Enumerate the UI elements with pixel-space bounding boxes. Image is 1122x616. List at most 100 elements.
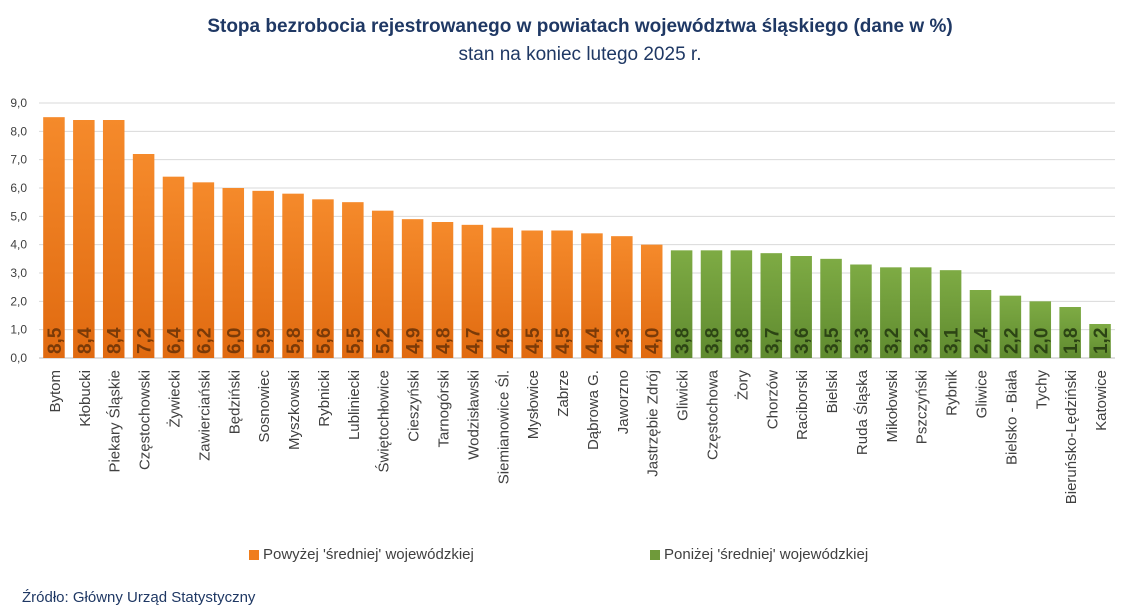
bar: [102, 120, 125, 358]
bar: [162, 176, 185, 358]
x-tick-label: Świętochłowice: [375, 370, 393, 473]
x-tick-label: Częstochowski: [137, 370, 154, 470]
data-label: 5,5: [344, 327, 365, 354]
data-label: 4,0: [643, 328, 664, 354]
bar: [611, 236, 633, 358]
bar: [1029, 301, 1052, 358]
data-label: 4,5: [523, 327, 544, 354]
x-tick-label: Mikołowski: [884, 370, 901, 443]
data-label: 7,2: [135, 328, 156, 354]
legend-item-above: Powyżej 'średniej' wojewódzkiej: [249, 546, 474, 563]
x-tick-label: Zabrze: [555, 370, 572, 417]
x-tick-label: Ruda Śląska: [853, 369, 871, 455]
x-tick-label: Bielsko - Biała: [1003, 369, 1020, 465]
data-label: 5,8: [284, 328, 305, 354]
data-label: 4,3: [613, 328, 634, 354]
data-label: 4,9: [404, 328, 425, 354]
data-label: 3,8: [732, 328, 753, 354]
x-tick-label: Dąbrowa G.: [585, 370, 602, 450]
x-tick-label: Piekary Śląskie: [106, 370, 124, 473]
bar: [880, 267, 902, 358]
bar: [700, 250, 723, 358]
bar: [760, 253, 783, 358]
bar: [670, 250, 693, 358]
x-tick-label: Żywiecki: [166, 370, 184, 428]
bar: [491, 227, 514, 358]
legend-label-above: Powyżej 'średniej' wojewódzkiej: [263, 546, 474, 563]
data-label: 1,2: [1091, 328, 1112, 354]
bar: [939, 270, 962, 358]
bar: [790, 256, 812, 358]
x-tick-label: Wodzisławski: [465, 370, 482, 460]
legend-item-below: Poniżej 'średniej' wojewódzkiej: [650, 546, 868, 563]
x-tick-label: Częstochowa: [705, 369, 722, 460]
data-label: 3,8: [673, 328, 694, 354]
data-label: 6,2: [194, 328, 215, 354]
bar: [312, 199, 334, 358]
x-tick-label: Kłobucki: [77, 370, 94, 427]
x-tick-label: Tychy: [1033, 370, 1050, 410]
y-tick-label: 3,0: [10, 266, 27, 280]
y-tick-label: 6,0: [10, 181, 27, 195]
data-label: 2,2: [1001, 328, 1022, 354]
bar: [999, 295, 1022, 358]
legend-swatch-above: [249, 549, 259, 560]
data-label: 8,4: [105, 327, 126, 354]
data-label: 2,0: [1031, 328, 1052, 354]
x-axis-ticks: Bytom Kłobucki Piekary Śląskie Częstochowsk…: [47, 369, 1110, 504]
legend-label-below: Poniżej 'średniej' wojewódzkiej: [664, 546, 869, 563]
bar: [969, 290, 992, 358]
bar: [521, 230, 543, 358]
x-tick-label: Rybnicki: [316, 370, 333, 427]
bar: [581, 233, 603, 358]
bar: [132, 154, 155, 358]
y-tick-label: 2,0: [10, 294, 27, 308]
data-label: 3,5: [822, 327, 843, 354]
data-label: 5,9: [254, 328, 275, 354]
data-label: 2,4: [972, 327, 993, 354]
x-tick-label: Lubliniecki: [346, 370, 363, 440]
data-label: 4,7: [463, 328, 484, 354]
x-tick-label: Gliwicki: [675, 370, 692, 421]
bar: [401, 219, 424, 358]
bar: [371, 210, 394, 358]
chart-subtitle: stan na koniec lutego 2025 r.: [458, 44, 702, 65]
x-tick-label: Żory: [733, 370, 751, 401]
bar: [820, 258, 842, 358]
data-label: 3,1: [942, 327, 963, 354]
data-label: 5,6: [314, 328, 335, 354]
data-label: 3,6: [792, 328, 813, 354]
x-tick-label: Raciborski: [794, 370, 811, 440]
data-labels: 8,5 8,4 8,4 7,2 6,4 6,2 6,0 5,9 5,8 5,6 5,5 5,2 4,9 4…: [45, 327, 1112, 354]
x-tick-label: Chorzów: [764, 370, 781, 429]
data-label: 3,2: [912, 328, 933, 354]
data-label: 3,2: [882, 328, 903, 354]
bar: [909, 267, 932, 358]
y-tick-label: 9,0: [10, 96, 27, 110]
y-axis-ticks: 0,0 1,0 2,0 3,0 4,0 5,0 6,0 7,0 8,0 9,0: [10, 96, 27, 365]
chart-title: Stopa bezrobocia rejestrowanego w powiat…: [207, 16, 953, 37]
bar: [192, 182, 215, 358]
data-label: 3,7: [762, 328, 783, 354]
legend-swatch-below: [650, 549, 660, 560]
x-tick-label: Jaworzno: [615, 370, 632, 434]
x-tick-label: Bieruńsko-Lędziński: [1063, 370, 1080, 504]
x-tick-label: Bielski: [824, 370, 841, 413]
bar-chart: 0,0 1,0 2,0 3,0 4,0 5,0 6,0 7,0 8,0 9,0 8,5 8,4 8,4…: [10, 96, 1115, 504]
y-tick-label: 7,0: [10, 153, 27, 167]
bar: [640, 244, 663, 358]
y-tick-label: 4,0: [10, 238, 27, 252]
grid-lines: [39, 102, 1115, 359]
x-tick-label: Zawierciański: [196, 370, 213, 461]
bar: [850, 264, 872, 358]
x-tick-label: Mysłowice: [525, 370, 542, 439]
bar: [461, 224, 484, 358]
bar: [1089, 324, 1111, 358]
x-tick-label: Cieszyński: [406, 370, 423, 442]
y-tick-label: 0,0: [10, 351, 27, 365]
x-tick-label: Rybnik: [944, 370, 961, 416]
y-tick-label: 1,0: [10, 323, 27, 337]
y-tick-label: 5,0: [10, 209, 27, 223]
bar: [730, 250, 753, 358]
data-label: 8,4: [75, 327, 96, 354]
